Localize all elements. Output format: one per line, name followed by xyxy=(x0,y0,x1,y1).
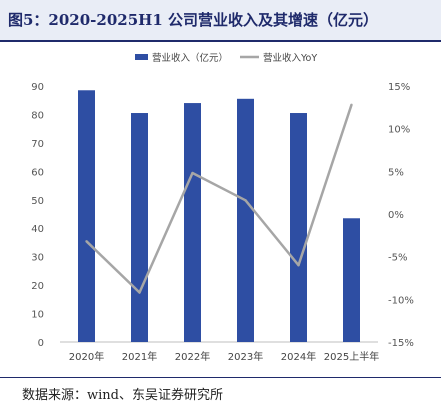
bar-3 xyxy=(184,103,201,342)
yoy-point-4 xyxy=(244,199,247,202)
bar-2 xyxy=(131,113,148,343)
y-left-tick-label: 10 xyxy=(31,310,44,321)
y-left-tick-label: 20 xyxy=(31,281,44,292)
y-left-tick-label: 80 xyxy=(31,110,44,121)
bar-5 xyxy=(290,113,307,343)
title-divider xyxy=(0,40,441,42)
y-right-tick-label: -15% xyxy=(388,338,414,349)
bar-6 xyxy=(343,218,360,342)
bar-1 xyxy=(78,90,95,342)
title-bar xyxy=(0,0,441,40)
yoy-point-2 xyxy=(138,291,141,294)
y-left-tick-label: 40 xyxy=(31,224,44,235)
x-tick-label: 2023年 xyxy=(228,350,263,363)
y-right-tick-label: 0% xyxy=(388,210,404,221)
y-right-tick-label: -5% xyxy=(388,253,407,264)
y-left-tick-label: 60 xyxy=(31,167,44,178)
y-right-tick-label: 15% xyxy=(388,82,410,93)
x-tick-label: 2020年 xyxy=(69,350,104,363)
x-tick-label: 2021年 xyxy=(122,350,157,363)
y-left-tick-label: 50 xyxy=(31,196,44,207)
y-left-tick-label: 70 xyxy=(31,139,44,150)
x-tick-label: 2022年 xyxy=(175,350,210,363)
legend-bar-label: 营业收入（亿元） xyxy=(152,52,228,64)
yoy-point-6 xyxy=(350,103,353,106)
legend-bar-swatch xyxy=(135,54,148,60)
y-left-tick-label: 30 xyxy=(31,253,44,264)
y-left-tick-label: 90 xyxy=(31,82,44,93)
yoy-point-1 xyxy=(85,240,88,243)
yoy-line xyxy=(85,104,353,294)
revenue-chart: 营业收入（亿元） 营业收入YoY 0 10 20 30 40 50 60 70 80 90 -15% -1… xyxy=(31,52,414,363)
x-tick-label: 2025上半年 xyxy=(324,350,379,363)
y-left-tick-label: 0 xyxy=(38,338,44,349)
figure-title: 图5：2020-2025H1 公司营业收入及其增速（亿元） xyxy=(8,11,378,29)
source-note: 数据来源：wind、东吴证券研究所 xyxy=(22,388,223,403)
legend-line-label: 营业收入YoY xyxy=(263,52,317,64)
bar-4 xyxy=(237,98,254,342)
yoy-point-5 xyxy=(297,264,300,267)
y-right-tick-label: -10% xyxy=(388,295,414,306)
yoy-point-3 xyxy=(191,171,194,175)
y-right-tick-label: 10% xyxy=(388,125,410,136)
source-divider xyxy=(0,377,441,378)
y-right-tick-label: 5% xyxy=(388,167,404,178)
x-tick-label: 2024年 xyxy=(281,350,316,363)
